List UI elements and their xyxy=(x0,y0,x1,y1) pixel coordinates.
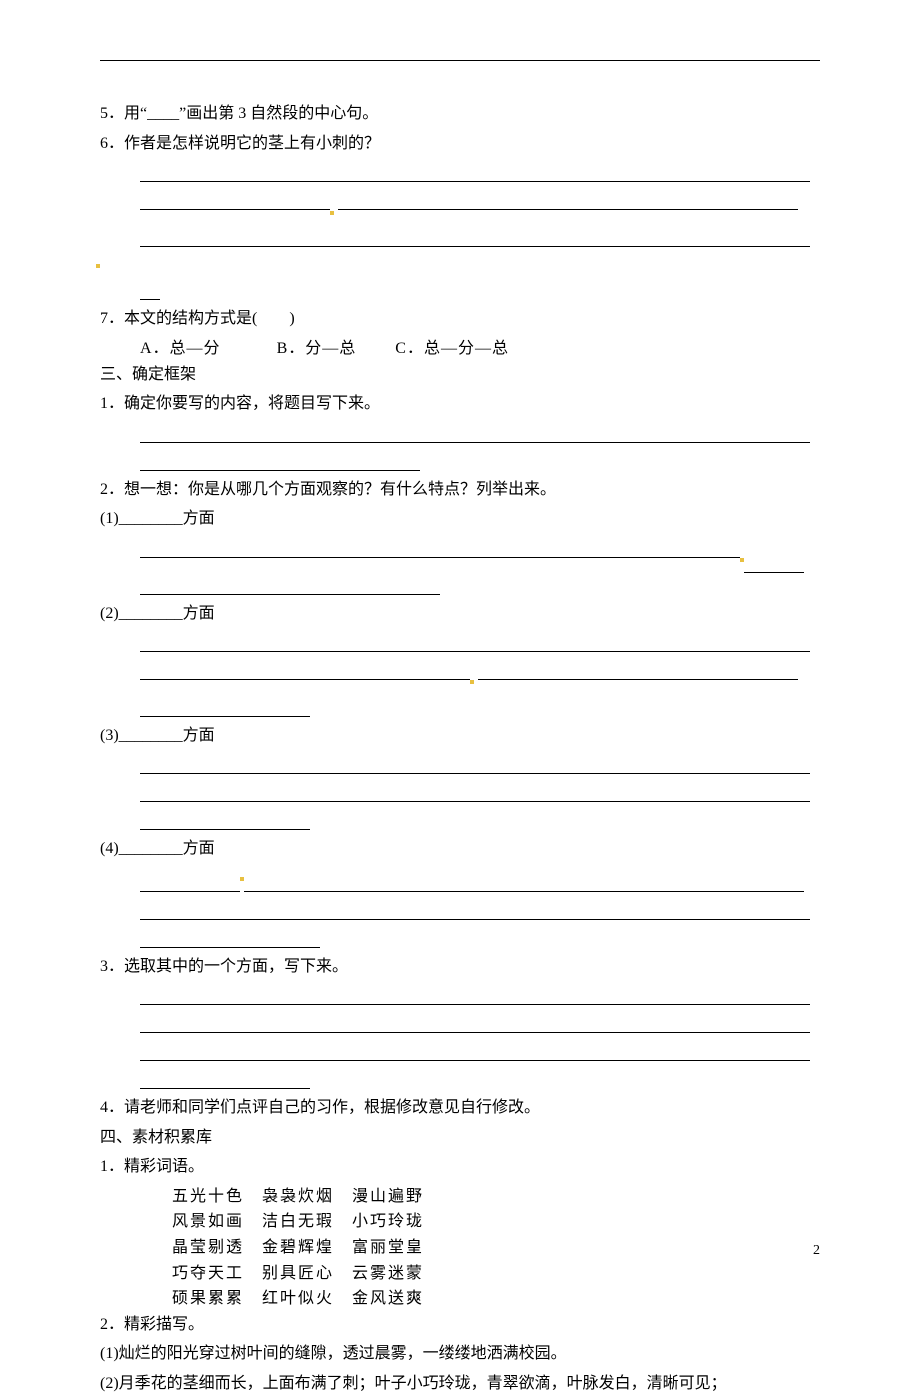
answer-line xyxy=(140,983,810,1005)
question-7-options: A．总—分 B．分—总 C．总—分—总 xyxy=(100,336,820,362)
top-divider xyxy=(100,60,820,61)
vocab-row: 晶莹剔透 金碧辉煌 富丽堂皇 xyxy=(100,1235,820,1261)
answer-line xyxy=(140,752,810,774)
sec4-sub2: 2．精彩描写。 xyxy=(100,1312,820,1338)
answer-line xyxy=(478,658,798,680)
aspect-1-prefix: (1)________ xyxy=(100,510,183,527)
aspect-4-prefix: (4)________ xyxy=(100,840,183,857)
answer-line xyxy=(140,780,810,802)
answer-line xyxy=(140,278,160,300)
aspect-2-prefix: (2)________ xyxy=(100,605,183,622)
aspect-label: 方面 xyxy=(183,840,215,857)
vocab-row: 硕果累累 红叶似火 金风送爽 xyxy=(100,1286,820,1312)
aspect-label: 方面 xyxy=(183,727,215,744)
answer-line xyxy=(140,898,810,920)
sec3-q4: 4．请老师和同学们点评自己的习作，根据修改意见自行修改。 xyxy=(100,1095,820,1121)
answer-line xyxy=(744,555,804,573)
page-number: 2 xyxy=(813,1240,820,1262)
answer-line xyxy=(140,1039,810,1061)
sec3-q1: 1．确定你要写的内容，将题目写下来。 xyxy=(100,391,820,417)
dot-icon xyxy=(96,264,100,268)
sec4-p2: (2)月季花的茎细而长，上面布满了刺；叶子小巧玲珑，青翠欲滴，叶脉发白，清晰可见… xyxy=(100,1371,820,1397)
answer-line xyxy=(140,630,810,652)
aspect-1: (1)________方面 xyxy=(100,506,820,532)
question-5: 5．用“____”画出第 3 自然段的中心句。 xyxy=(100,101,820,127)
option-a: A．总—分 xyxy=(140,340,221,357)
aspect-3: (3)________方面 xyxy=(100,723,820,749)
vocab-row: 五光十色 袅袅炊烟 漫山遍野 xyxy=(100,1184,820,1210)
sec3-q3: 3．选取其中的一个方面，写下来。 xyxy=(100,954,820,980)
answer-line xyxy=(140,225,810,247)
answer-line xyxy=(140,658,470,680)
aspect-2: (2)________方面 xyxy=(100,601,820,627)
section-3-title: 三、确定框架 xyxy=(100,362,820,388)
dot-icon xyxy=(330,211,334,215)
answer-line xyxy=(140,536,740,558)
answer-line xyxy=(140,1067,310,1089)
answer-line xyxy=(140,449,420,471)
answer-line xyxy=(140,874,240,892)
sec4-p1: (1)灿烂的阳光穿过树叶间的缝隙，透过晨雾，一缕缕地洒满校园。 xyxy=(100,1341,820,1367)
answer-line xyxy=(338,188,798,210)
option-c: C．总—分—总 xyxy=(395,340,509,357)
question-7: 7．本文的结构方式是( ) xyxy=(100,306,820,332)
aspect-3-prefix: (3)________ xyxy=(100,727,183,744)
answer-line xyxy=(140,808,310,830)
answer-line xyxy=(140,1011,810,1033)
aspect-label: 方面 xyxy=(183,605,215,622)
vocab-row: 风景如画 洁白无瑕 小巧玲珑 xyxy=(100,1209,820,1235)
answer-line xyxy=(244,874,804,892)
answer-line xyxy=(140,188,330,210)
answer-line xyxy=(140,421,810,443)
sec4-sub1: 1．精彩词语。 xyxy=(100,1154,820,1180)
section-4-title: 四、素材积累库 xyxy=(100,1125,820,1151)
answer-line xyxy=(140,695,310,717)
aspect-label: 方面 xyxy=(183,510,215,527)
vocab-row: 巧夺天工 别具匠心 云雾迷蒙 xyxy=(100,1261,820,1287)
option-b: B．分—总 xyxy=(277,340,357,357)
dot-icon xyxy=(470,680,474,684)
answer-line xyxy=(140,573,440,595)
answer-line xyxy=(140,926,320,948)
question-6: 6．作者是怎样说明它的茎上有小刺的？ xyxy=(100,131,820,157)
aspect-4: (4)________方面 xyxy=(100,836,820,862)
answer-line xyxy=(140,160,810,182)
sec3-q2: 2．想一想：你是从哪几个方面观察的？有什么特点？列举出来。 xyxy=(100,477,820,503)
